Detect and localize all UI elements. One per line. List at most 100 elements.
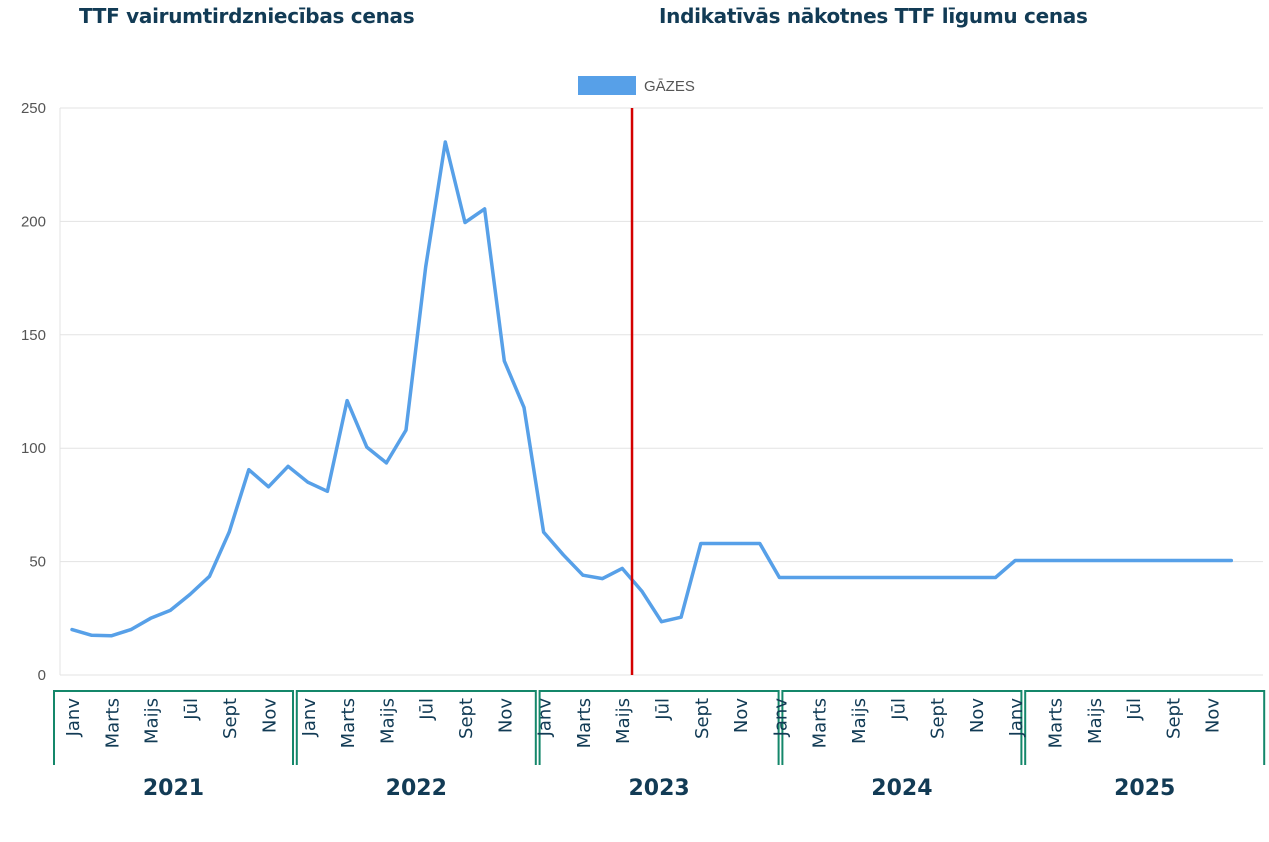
- data-point: [836, 575, 840, 579]
- data-point: [109, 634, 113, 638]
- series-line-gazes: [70, 140, 1234, 638]
- data-point: [365, 445, 369, 449]
- data-point: [1131, 558, 1135, 562]
- data-point: [1053, 558, 1056, 562]
- data-point: [1033, 558, 1037, 562]
- data-point: [306, 480, 310, 484]
- data-point: [129, 628, 133, 632]
- data-point: [1092, 558, 1096, 562]
- chart-title-futures: Indikatīvās nākotnes TTF līgumu cenas: [659, 4, 1088, 28]
- x-tick-label: Marts: [574, 698, 595, 748]
- year-bracket: [538, 690, 780, 765]
- data-point: [758, 541, 762, 545]
- x-tick-label: Nov: [731, 698, 752, 733]
- y-tick-label: 0: [38, 667, 46, 684]
- x-tick-label: Janv: [770, 698, 791, 738]
- data-point: [325, 489, 329, 493]
- data-point: [581, 573, 585, 577]
- data-point: [1170, 558, 1174, 562]
- data-point: [777, 575, 781, 579]
- x-tick-label: Nov: [1203, 698, 1224, 733]
- year-bracket: [295, 690, 537, 765]
- legend: GĀZES: [578, 76, 695, 95]
- data-point: [738, 541, 742, 545]
- data-point: [620, 566, 624, 570]
- data-point: [1229, 558, 1233, 562]
- data-point: [640, 589, 644, 593]
- x-tick-label: Sept: [928, 698, 949, 739]
- data-point: [974, 575, 978, 579]
- x-tick-label: Marts: [338, 698, 359, 748]
- x-axis: Janv Marts Maijs Jūl Sept Nov 2021 Janv Marts Mai…: [53, 690, 1266, 801]
- data-point: [895, 575, 899, 579]
- x-tick-label: Janv: [1006, 698, 1027, 738]
- x-tick-label: Jūl: [1124, 698, 1145, 721]
- x-tick-label: Maijs: [613, 698, 634, 744]
- data-point: [90, 633, 94, 637]
- data-point: [443, 140, 447, 144]
- x-tick-label: Janv: [299, 698, 320, 738]
- chart-title-historical: TTF vairumtirdzniecības cenas: [79, 4, 415, 28]
- y-tick-label: 100: [21, 440, 46, 457]
- data-point: [267, 485, 270, 489]
- data-point: [660, 620, 663, 624]
- data-point: [699, 541, 703, 545]
- data-point: [915, 575, 919, 579]
- x-tick-label: Jūl: [181, 698, 202, 721]
- data-point: [1013, 558, 1017, 562]
- data-point: [561, 553, 565, 557]
- x-tick-label: Nov: [495, 698, 516, 733]
- x-tick-label: Janv: [63, 698, 84, 738]
- grid-lines: [59, 107, 1263, 676]
- data-point: [345, 399, 349, 403]
- x-tick-label: Maijs: [1085, 698, 1106, 744]
- year-label: 2025: [1114, 776, 1175, 801]
- x-tick-label: Marts: [102, 698, 123, 748]
- data-point: [424, 265, 428, 269]
- legend-swatch-gazes: [578, 76, 636, 95]
- y-tick-label: 200: [21, 213, 46, 230]
- x-tick-label: Maijs: [142, 698, 163, 744]
- data-point: [149, 616, 153, 620]
- year-bracket: [53, 690, 294, 765]
- x-tick-label: Maijs: [849, 698, 870, 744]
- x-tick-label: Marts: [1046, 698, 1067, 748]
- data-point: [679, 615, 683, 619]
- x-tick-label: Sept: [456, 698, 477, 739]
- data-point: [817, 575, 821, 579]
- data-point: [522, 405, 526, 409]
- x-tick-label: Maijs: [377, 698, 398, 744]
- data-point: [856, 575, 860, 579]
- year-label: 2021: [143, 776, 204, 801]
- data-point: [1210, 558, 1214, 562]
- data-point: [1072, 558, 1076, 562]
- x-tick-label: Nov: [967, 698, 988, 733]
- data-point: [404, 428, 408, 432]
- data-point: [463, 221, 467, 225]
- year-bracket: [1024, 690, 1266, 765]
- y-tick-label: 50: [29, 554, 46, 571]
- data-point: [1111, 558, 1115, 562]
- data-point: [286, 464, 290, 468]
- x-tick-label: Sept: [692, 698, 713, 739]
- data-point: [483, 207, 487, 211]
- x-tick-label: Jūl: [417, 698, 438, 721]
- x-tick-label: Sept: [1163, 698, 1184, 739]
- data-point: [876, 575, 880, 579]
- data-point: [384, 461, 388, 465]
- data-point: [797, 575, 801, 579]
- data-point: [188, 592, 192, 596]
- data-point: [168, 608, 172, 612]
- data-point: [1190, 558, 1194, 562]
- year-bracket: [781, 690, 1023, 765]
- data-point: [247, 468, 251, 472]
- x-tick-label: Jūl: [888, 698, 909, 721]
- x-tick-label: Sept: [220, 698, 241, 739]
- data-point: [542, 530, 546, 534]
- year-label: 2022: [386, 776, 447, 801]
- data-point: [208, 574, 212, 578]
- data-point: [502, 359, 506, 363]
- series-gazes: [70, 140, 1234, 638]
- y-axis-ticks: 0 50 100 150 200 250: [21, 100, 46, 684]
